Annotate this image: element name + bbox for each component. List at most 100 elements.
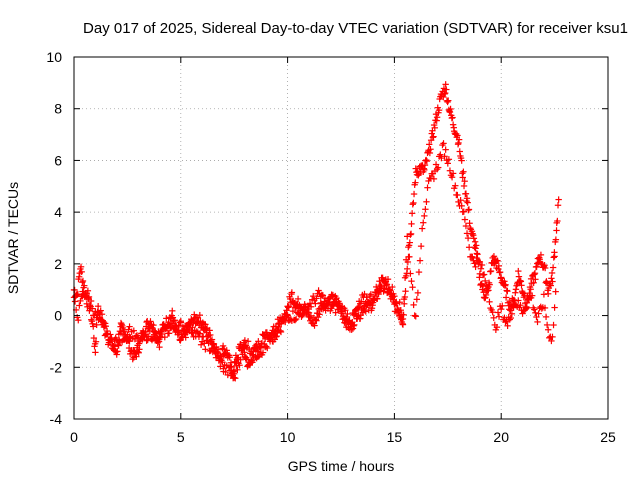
data-point (141, 332, 148, 340)
data-point (530, 279, 537, 286)
data-point (512, 289, 519, 296)
data-point (496, 268, 504, 276)
data-point (202, 321, 209, 328)
data-point (133, 353, 140, 360)
data-point (205, 339, 212, 347)
data-point (314, 313, 322, 321)
data-point (220, 365, 227, 372)
data-point (548, 275, 555, 282)
data-point (547, 282, 554, 289)
data-point (231, 374, 238, 381)
data-point (449, 114, 456, 121)
data-point (463, 230, 471, 237)
data-point (447, 105, 454, 113)
data-point (74, 290, 82, 298)
data-point (354, 304, 362, 311)
data-point (393, 300, 400, 307)
data-point (113, 336, 120, 344)
data-point (460, 168, 467, 175)
data-point (532, 276, 539, 283)
data-point (351, 309, 359, 317)
data-point (363, 294, 370, 301)
data-point (277, 328, 285, 336)
data-point (139, 335, 146, 343)
data-point (435, 106, 443, 114)
data-point (489, 309, 496, 316)
data-point (76, 302, 83, 309)
data-point (416, 257, 424, 264)
data-point (423, 157, 431, 165)
data-point (515, 273, 523, 280)
data-point (79, 288, 86, 295)
data-point (214, 346, 222, 353)
data-point (162, 325, 170, 332)
data-point (399, 321, 407, 328)
data-point (490, 314, 497, 322)
data-point (200, 333, 207, 340)
data-point (438, 154, 445, 162)
data-point (495, 313, 503, 320)
data-point (149, 335, 157, 342)
data-point (417, 242, 425, 250)
data-point (454, 191, 461, 199)
data-point (294, 295, 302, 303)
data-point (110, 343, 117, 350)
data-point (283, 313, 290, 321)
data-point (463, 195, 471, 202)
data-point (470, 232, 477, 239)
data-point (130, 347, 137, 354)
data-point (441, 153, 448, 160)
data-point (478, 261, 486, 269)
data-point (464, 234, 472, 242)
data-point (549, 264, 557, 271)
data-point (268, 330, 275, 338)
data-point (292, 315, 300, 323)
data-point (143, 337, 150, 344)
data-point (523, 299, 531, 306)
data-point (272, 333, 280, 340)
data-point (421, 161, 429, 169)
data-point (483, 281, 490, 289)
data-point (409, 284, 416, 291)
data-point (408, 210, 416, 217)
data-point (339, 312, 347, 320)
data-point (146, 327, 154, 335)
data-point (100, 323, 108, 331)
data-point (495, 265, 502, 273)
data-point (402, 288, 409, 295)
data-point (423, 156, 430, 164)
data-point (316, 311, 323, 318)
data-point (87, 297, 95, 305)
data-point (462, 190, 470, 197)
data-point (123, 336, 130, 343)
y-tick-label: 4 (54, 204, 62, 220)
data-point (267, 332, 274, 339)
data-point (313, 317, 320, 324)
data-point (311, 322, 318, 329)
data-point (534, 318, 541, 326)
data-point (506, 298, 513, 306)
data-point (344, 310, 351, 318)
data-point (517, 277, 524, 284)
data-point (504, 287, 511, 295)
data-point (78, 268, 85, 276)
data-point (307, 303, 315, 310)
data-point (459, 174, 466, 181)
data-point (126, 323, 133, 330)
data-point (493, 323, 501, 331)
data-point (541, 304, 549, 312)
data-point (426, 141, 433, 148)
data-point (441, 90, 448, 98)
data-point (553, 227, 560, 234)
data-point (433, 114, 441, 121)
data-point (85, 293, 93, 301)
data-point (244, 338, 252, 345)
data-point (413, 296, 421, 303)
data-point (368, 305, 376, 312)
data-point (197, 341, 205, 348)
data-point (469, 253, 476, 261)
data-point (502, 318, 509, 326)
data-point (380, 288, 387, 295)
data-point (550, 254, 557, 261)
data-point (202, 346, 209, 353)
